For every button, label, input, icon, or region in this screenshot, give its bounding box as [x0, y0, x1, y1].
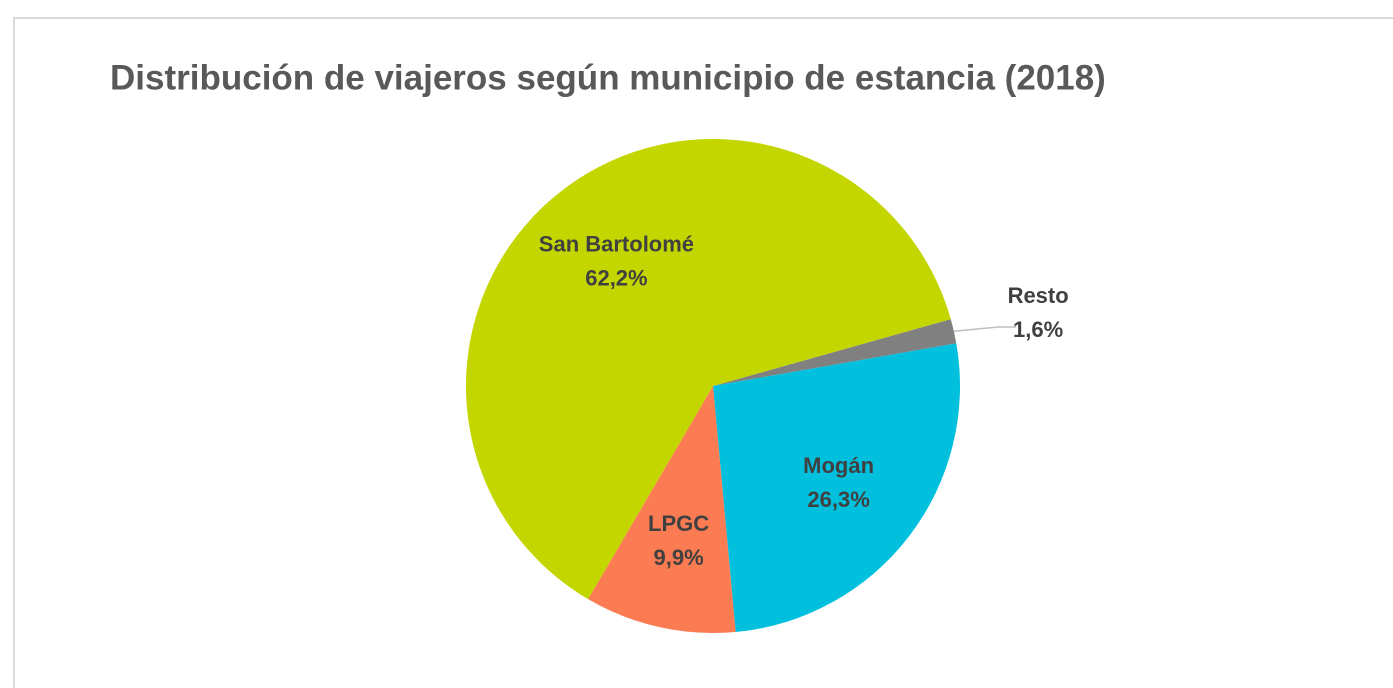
- slice-label: Mogán: [803, 453, 874, 478]
- pie-slice: [465, 138, 951, 600]
- pie-slice: [713, 319, 957, 386]
- slice-value-label: 62,2%: [585, 266, 647, 291]
- slice-value-label: 1,6%: [1013, 317, 1063, 342]
- slice-label: San Bartolomé: [539, 232, 694, 257]
- chart-title: Distribución de viajeros según municipio…: [110, 58, 1106, 97]
- slice-value-label: 9,9%: [654, 545, 704, 570]
- pie-slice: [588, 386, 736, 633]
- slice-value-label: 26,3%: [807, 487, 869, 512]
- slice-label: LPGC: [648, 511, 709, 536]
- slice-label: Resto: [1008, 283, 1069, 308]
- leader-line: [953, 326, 1017, 332]
- pie-slice: [713, 343, 960, 632]
